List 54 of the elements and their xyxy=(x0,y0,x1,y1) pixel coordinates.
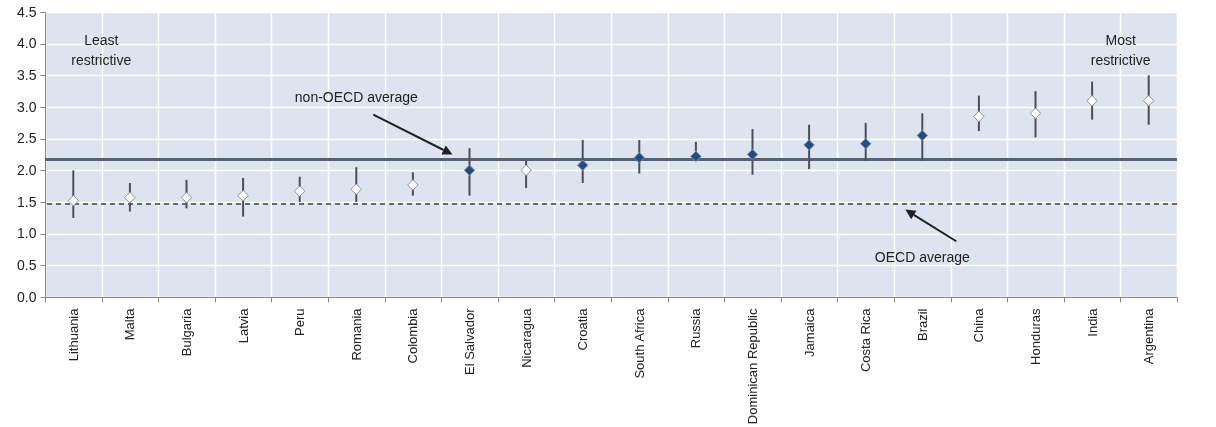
point xyxy=(916,129,929,142)
point xyxy=(746,148,759,161)
y-tick-label: 4.5 xyxy=(17,3,37,20)
point xyxy=(803,139,815,151)
point xyxy=(690,150,702,163)
point xyxy=(576,159,589,172)
x-tick-label: Dominican Republic xyxy=(745,308,760,425)
x-tick-label: Brazil xyxy=(914,308,930,342)
annotation: Least restrictive xyxy=(71,31,132,68)
point xyxy=(973,110,985,123)
y-tick-label: 1.5 xyxy=(17,193,37,210)
x-tick-label: Jamaica xyxy=(801,307,817,357)
x-tick-label: Russia xyxy=(688,307,704,349)
x-tick-label: South Africa xyxy=(631,307,647,379)
x-tick-label: Malta xyxy=(122,307,138,341)
y-tick-label: 3.5 xyxy=(17,66,37,83)
point xyxy=(1086,94,1098,107)
point xyxy=(633,151,646,164)
y-tick-label: 0.0 xyxy=(17,288,37,305)
x-tick-label: Romania xyxy=(348,307,364,361)
point xyxy=(67,194,80,207)
y-tick-label: 3.0 xyxy=(17,98,37,115)
x-tick-label: Costa Rica xyxy=(858,307,874,373)
x-tick-label: Lithuania xyxy=(65,307,81,362)
x-tick-label: China xyxy=(971,307,987,343)
x-tick-label: Peru xyxy=(292,308,308,336)
point xyxy=(1142,94,1155,107)
point xyxy=(124,191,136,204)
point xyxy=(463,164,476,177)
ref-line-label: non-OECD average xyxy=(294,88,418,105)
point xyxy=(1029,107,1042,120)
y-tick-label: 4.0 xyxy=(17,35,37,52)
point xyxy=(407,179,419,191)
x-tick-label: Latvia xyxy=(235,307,251,344)
y-tick-label: 1.0 xyxy=(17,225,37,242)
point xyxy=(859,137,872,150)
x-tick-label: Croatia xyxy=(575,307,591,351)
point xyxy=(350,183,363,196)
x-tick-label: Honduras xyxy=(1028,308,1043,365)
point xyxy=(293,185,306,197)
x-tick-label: El Salvador xyxy=(462,307,477,375)
y-tick-label: 0.5 xyxy=(17,256,37,273)
x-tick-label: Bulgaria xyxy=(179,307,194,357)
y-tick-label: 2.5 xyxy=(17,130,37,147)
x-tick-label: Argentina xyxy=(1141,307,1157,365)
x-tick-label: India xyxy=(1084,307,1100,337)
x-tick-label: Nicaragua xyxy=(518,307,534,368)
point xyxy=(237,189,249,202)
annotation: Most restrictive xyxy=(1090,31,1151,68)
x-tick-label: Colombia xyxy=(405,307,421,364)
point xyxy=(520,164,532,177)
point xyxy=(180,191,193,204)
ref-line-label: OECD average xyxy=(874,248,970,265)
y-tick-label: 2.0 xyxy=(17,161,37,178)
